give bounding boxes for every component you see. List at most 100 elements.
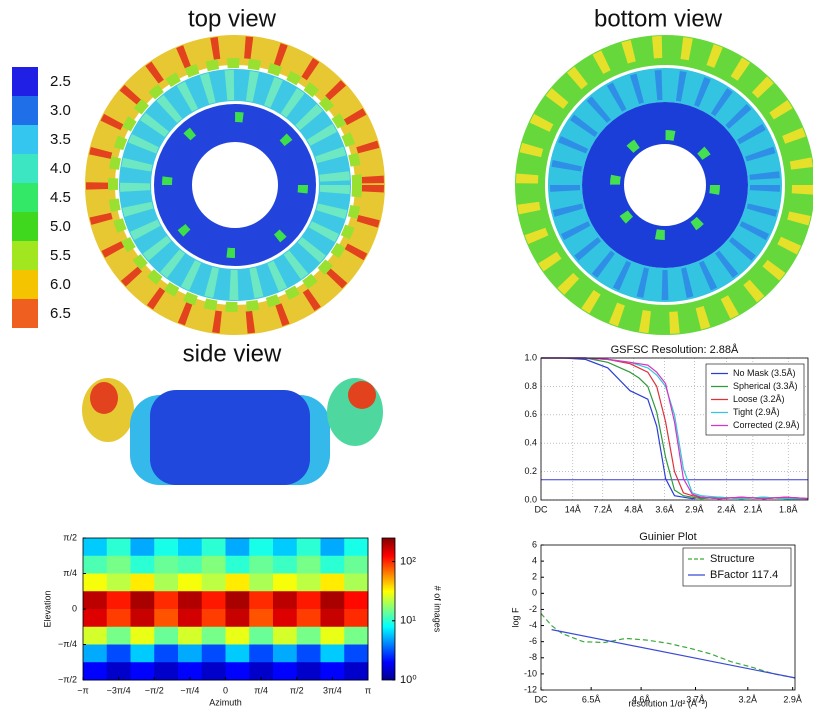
x-tick-label: π [365, 685, 371, 695]
heat-cell [178, 555, 203, 574]
heat-cell [154, 626, 179, 645]
heat-cell [83, 626, 108, 645]
heat-cell [106, 644, 131, 663]
x-tick-label: 3π/4 [323, 685, 342, 695]
heat-cell [83, 555, 108, 574]
key-swatch [12, 154, 38, 183]
series-line [551, 629, 796, 679]
heat-cell [249, 573, 274, 592]
y-tick-label: 0.2 [524, 466, 537, 476]
y-tick-label: 0.8 [524, 381, 537, 391]
heat-cell [130, 538, 155, 557]
heat-cell [225, 538, 250, 557]
colorbar-tick-label: 10⁰ [400, 674, 417, 686]
heat-cell [225, 644, 250, 663]
y-tick-label: π/4 [63, 568, 77, 578]
heat-cell [249, 591, 274, 610]
legend-label: No Mask (3.5Å) [733, 368, 796, 378]
render-blob [90, 382, 118, 414]
heat-cell [344, 662, 369, 681]
key-label: 3.5 [50, 131, 71, 148]
heat-cell [201, 538, 226, 557]
y-tick-label: -2 [529, 604, 537, 614]
x-tick-label: 0 [223, 685, 228, 695]
key-label: 5.5 [50, 247, 71, 264]
key-swatch [12, 183, 38, 212]
heat-cell [320, 591, 345, 610]
view-title: bottom view [594, 5, 723, 32]
heat-cell [296, 626, 321, 645]
x-tick-label: 2.9Å [783, 694, 802, 704]
y-tick-label: 0.0 [524, 494, 537, 504]
heat-cell [106, 538, 131, 557]
x-tick-label: 3.6Å [655, 504, 674, 514]
y-tick-label: -10 [524, 668, 537, 678]
x-tick-label: 2.1Å [744, 504, 763, 514]
heat-cell [201, 626, 226, 645]
legend-label: Tight (2.9Å) [733, 407, 780, 417]
heat-cell [178, 644, 203, 663]
heat-cell [201, 573, 226, 592]
x-tick-label: 3.7Å [686, 694, 705, 704]
x-tick-label: −3π/4 [107, 685, 131, 695]
render-ring [86, 36, 384, 334]
y-tick-label: −π/2 [58, 674, 77, 684]
key-swatch [12, 299, 38, 328]
heat-cell [201, 591, 226, 610]
heat-cell [320, 538, 345, 557]
legend: No Mask (3.5Å) Spherical (3.3Å) Loose (3.2… [705, 363, 805, 436]
heat-cell [320, 626, 345, 645]
heat-cell [296, 662, 321, 681]
heat-cell [106, 609, 131, 628]
heat-cell [83, 573, 108, 592]
heat-cell [273, 591, 298, 610]
heat-cell [106, 626, 131, 645]
heat-cell [296, 573, 321, 592]
heat-cell [106, 662, 131, 681]
heat-cell [178, 662, 203, 681]
heat-cell [249, 644, 274, 663]
chart-title: GSFSC Resolution: 2.88Å [611, 343, 739, 356]
heat-cell [249, 538, 274, 557]
legend-label: Structure [710, 553, 755, 565]
heat-cell [154, 555, 179, 574]
key-swatch [12, 241, 38, 270]
x-tick-label: 6.5Å [582, 694, 601, 704]
render-blob [348, 381, 376, 409]
view-title: top view [188, 5, 277, 32]
y-tick-label: -6 [529, 636, 537, 646]
heat-cell [320, 644, 345, 663]
heat-cell [178, 573, 203, 592]
heat-cell [273, 538, 298, 557]
heat-cell [178, 538, 203, 557]
heat-cell [249, 626, 274, 645]
heat-cell [320, 555, 345, 574]
x-tick-label: 1.8Å [779, 504, 798, 514]
heat-cell [130, 555, 155, 574]
key-swatch [12, 96, 38, 125]
key-swatch [12, 67, 38, 96]
series-line [540, 613, 796, 679]
render-ring [108, 58, 362, 312]
heat-cell [154, 591, 179, 610]
plot-frame [540, 544, 796, 691]
key-label: 4.5 [50, 189, 71, 206]
heat-cell [344, 573, 369, 592]
y-tick-label: -12 [524, 684, 537, 694]
heat-cell [344, 538, 369, 557]
chart-title: Guinier Plot [639, 531, 696, 543]
heat-cell [273, 626, 298, 645]
heat-cell [225, 573, 250, 592]
y-tick-label: −π/4 [58, 639, 77, 649]
heat-cell [296, 609, 321, 628]
x-tick-label: DC [535, 504, 548, 514]
key-label: 2.5 [50, 73, 71, 90]
render-ring [162, 112, 308, 258]
heat-cell [201, 609, 226, 628]
top-view-render [85, 35, 385, 335]
x-tick-label: 2.4Å [717, 504, 736, 514]
heat-cell [249, 662, 274, 681]
x-tick-label: 2.9Å [685, 504, 704, 514]
